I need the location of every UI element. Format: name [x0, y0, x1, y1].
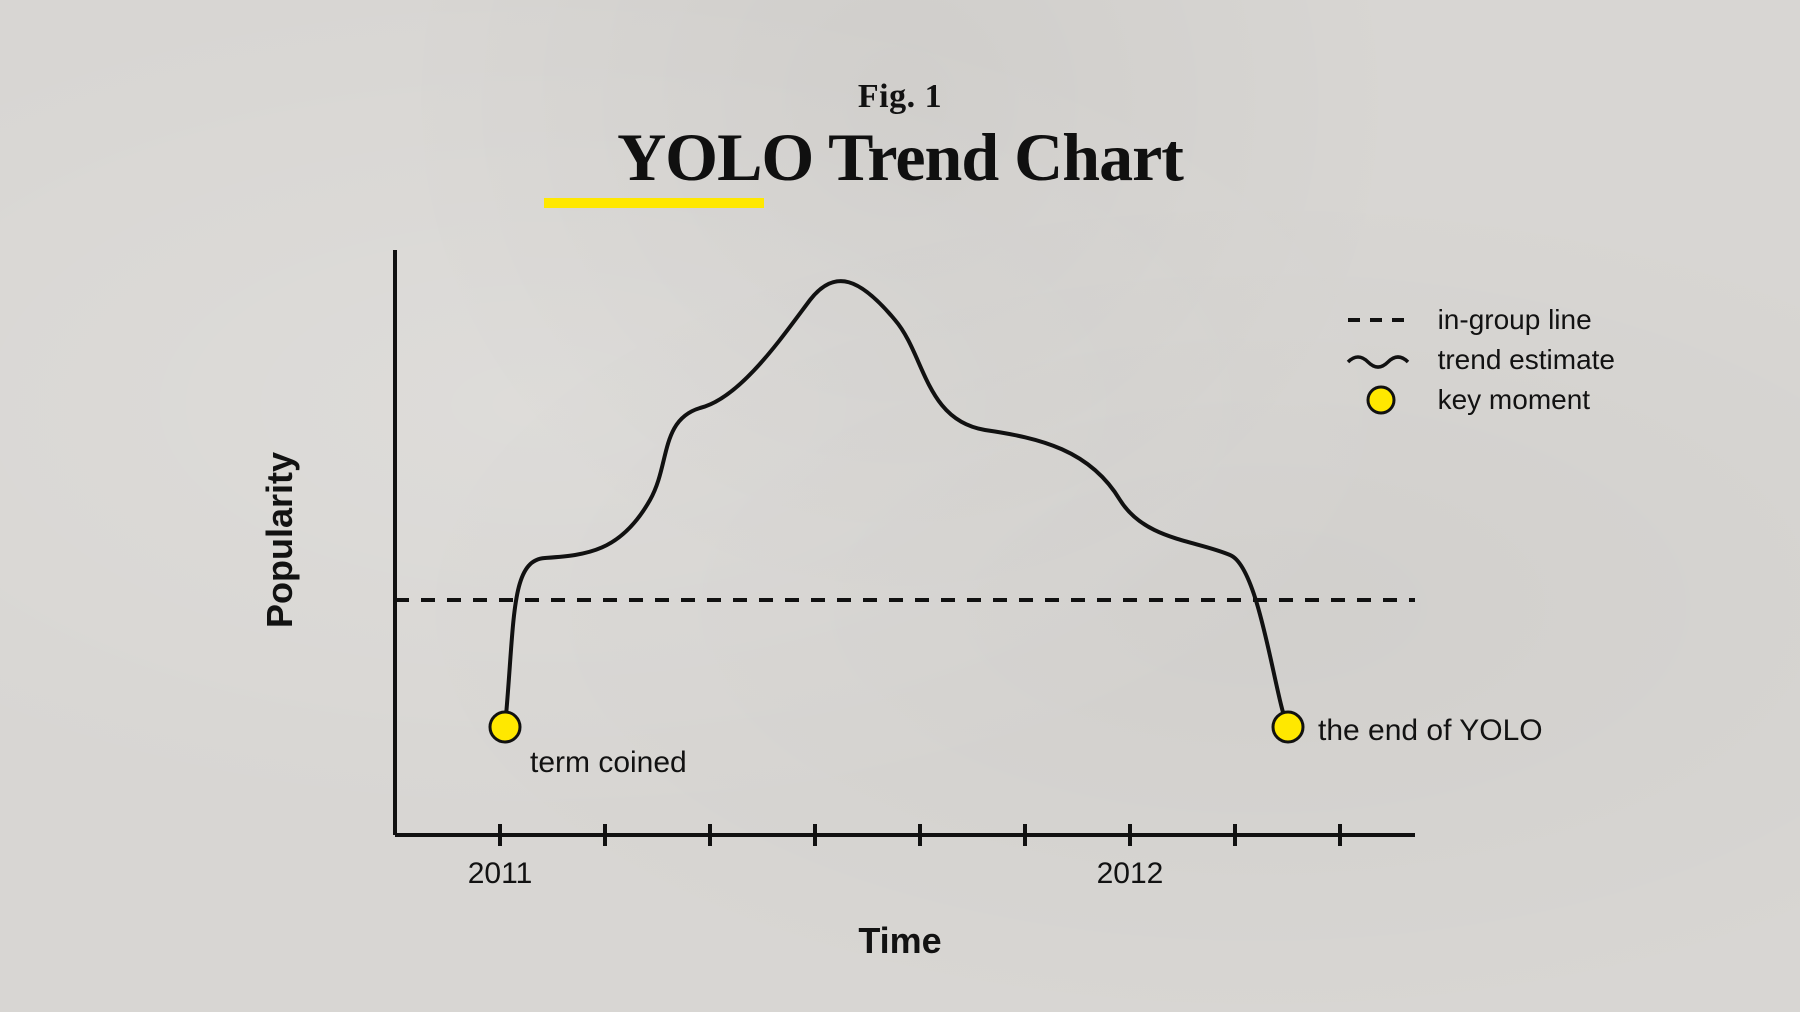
legend-dashed-icon [1346, 310, 1416, 330]
key-moment-dot [1273, 712, 1303, 742]
legend-wavy-icon [1346, 350, 1416, 370]
legend-item-wavy: trend estimate [1346, 340, 1615, 380]
chart-svg [0, 0, 1800, 1012]
legend-label: key moment [1438, 384, 1591, 416]
legend-item-dashed: in-group line [1346, 300, 1615, 340]
x-tick-label: 2012 [1097, 857, 1164, 891]
key-moment-label: the end of YOLO [1318, 714, 1543, 748]
legend-item-dot: key moment [1346, 380, 1615, 420]
x-tick-label: 2011 [468, 857, 533, 891]
legend-label: in-group line [1438, 304, 1592, 336]
chart-canvas: Fig. 1 YOLO Trend Chart Popularity Time … [0, 0, 1800, 1012]
legend: in-group line trend estimate key moment [1346, 300, 1615, 420]
key-moment-label: term coined [530, 746, 687, 780]
legend-label: trend estimate [1438, 344, 1615, 376]
legend-dot-icon [1346, 384, 1416, 416]
key-moment-dot [490, 712, 520, 742]
